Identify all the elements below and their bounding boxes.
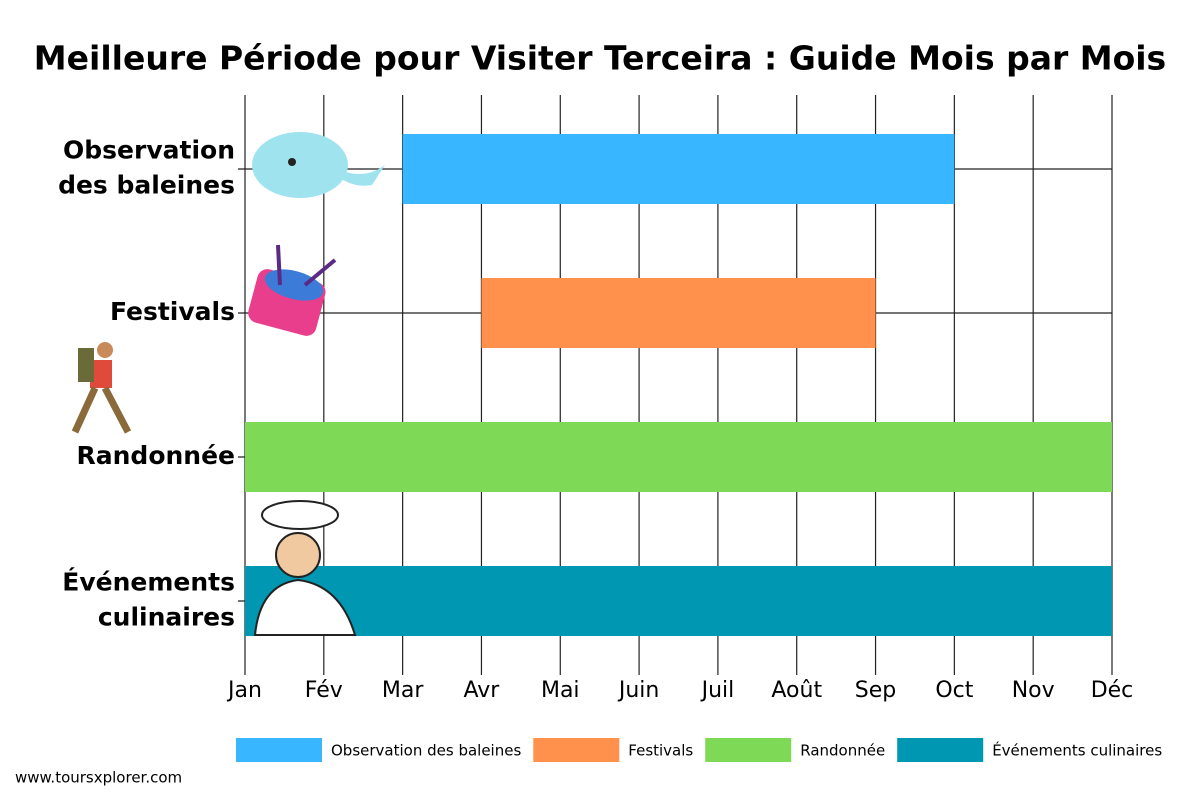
x-tick-label: Oct <box>935 678 973 703</box>
y-tick-label: Événements <box>62 568 235 597</box>
hiker-icon <box>71 342 132 434</box>
y-tick-label: culinaires <box>98 603 235 632</box>
legend-label: Événements culinaires <box>992 741 1162 760</box>
x-tick-label: Nov <box>1012 678 1055 703</box>
x-tick-label: Août <box>771 678 822 703</box>
bar <box>245 566 1112 636</box>
legend: Observation des baleines Festivals Randonn… <box>236 738 1162 762</box>
y-tick-label: Festivals <box>110 297 235 326</box>
source: www.toursxplorer.com <box>15 769 182 787</box>
x-tick-label: Fév <box>305 678 343 703</box>
legend-label: Festivals <box>628 742 693 760</box>
x-tick-label: Mar <box>382 678 424 703</box>
drum-icon <box>248 244 337 336</box>
x-tick-label: Avr <box>464 678 501 703</box>
chef-icon <box>253 500 357 636</box>
x-tick-label: Jan <box>226 678 262 703</box>
y-tick-label: des baleines <box>58 171 235 200</box>
bars <box>245 134 1112 636</box>
legend-swatch <box>533 738 620 762</box>
legend-swatch <box>897 738 984 762</box>
y-tick-label: Observation <box>63 136 235 165</box>
x-tick-label: Juil <box>700 678 735 703</box>
x-tick-label: Sep <box>855 678 896 703</box>
y-tick-label: Randonnée <box>77 441 236 470</box>
legend-label: Observation des baleines <box>331 742 521 760</box>
x-tick-label: Mai <box>541 678 580 703</box>
legend-swatch <box>705 738 792 762</box>
bar <box>245 422 1112 492</box>
bar <box>402 134 955 204</box>
x-tick-label: Déc <box>1091 678 1134 703</box>
whale-icon <box>252 132 385 198</box>
chart-title: Meilleure Période pour Visiter Terceira … <box>34 39 1166 78</box>
bar <box>481 278 876 348</box>
legend-swatch <box>236 738 322 762</box>
x-tick-label: Juin <box>617 678 660 703</box>
legend-label: Randonnée <box>800 742 885 760</box>
